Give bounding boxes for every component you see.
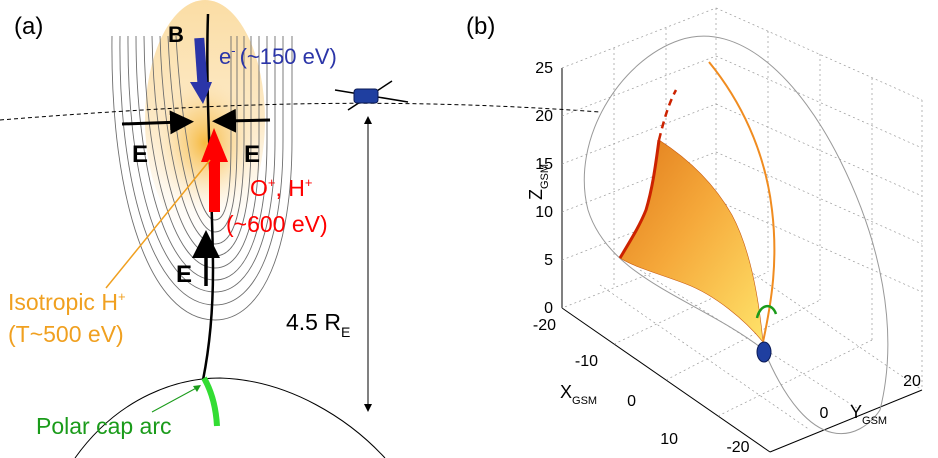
panel-b: (b) [466, 7, 923, 456]
y-tick: 20 [903, 373, 921, 390]
y-axis-label: YGSM [850, 402, 887, 427]
e-field-label-left: E [132, 141, 148, 168]
traced-field-line [708, 61, 776, 343]
surface-edge-dashed [657, 89, 678, 141]
electron-beam-arrow [190, 37, 212, 104]
z-tick: 10 [535, 204, 553, 221]
y-axis-ticks: -20 0 20 [726, 373, 921, 456]
z-tick: 20 [535, 108, 553, 125]
z-tick: 5 [544, 252, 553, 269]
panel-b-label: (b) [466, 13, 495, 40]
grid-lines [561, 7, 923, 431]
isotropic-temp-label: (T~500 eV) [8, 321, 124, 347]
ion-beam-arrow [201, 128, 228, 212]
earth-surface-arc [74, 377, 386, 458]
earth-icon [756, 341, 772, 363]
footprint-arc [755, 305, 778, 319]
x-tick: 0 [627, 393, 636, 410]
e-field-arrow-right [212, 108, 271, 133]
z-tick: 25 [535, 60, 553, 77]
panel-a: (a) [0, 0, 601, 458]
isotropic-pointer-line [105, 159, 211, 289]
y-tick: 0 [820, 405, 829, 422]
e-field-arrow-left [121, 110, 194, 135]
ion-species-label: O+, H+ [250, 175, 312, 201]
x-axis-ticks: -20 -10 0 10 [533, 317, 678, 448]
x-axis-label: XGSM [560, 382, 597, 407]
surface-edge-red [618, 139, 661, 259]
z-axis-label: ZGSM [526, 164, 551, 200]
polar-cap-pointer-line [151, 385, 201, 413]
y-tick: -20 [726, 439, 749, 456]
satellite-icon [334, 80, 409, 111]
isotropic-label: Isotropic H+ [8, 289, 126, 315]
electron-label: e- (~150 eV) [219, 43, 337, 69]
b-field-label: B [168, 22, 184, 47]
dipole-field-outline [583, 35, 889, 435]
e-field-label-right: E [244, 141, 260, 168]
x-tick: -10 [575, 353, 598, 370]
distance-label: 4.5 RE [286, 309, 350, 340]
z-tick: 0 [544, 300, 553, 317]
x-tick: -20 [533, 317, 556, 334]
distance-dimension [364, 116, 372, 412]
panel-a-label: (a) [14, 13, 43, 40]
polar-cap-pointer-head [193, 385, 201, 392]
polar-cap-arc-marker [201, 376, 220, 427]
z-axis-ticks: 25 20 15 10 5 0 [535, 60, 553, 317]
e-field-label-lower: E [176, 261, 192, 288]
field-line-surface [619, 139, 764, 343]
satellite-altitude-line [0, 102, 601, 121]
x-tick: 10 [660, 431, 678, 448]
ion-energy-label: (~600 eV) [226, 211, 328, 237]
polar-cap-label: Polar cap arc [36, 413, 172, 439]
z-tick: 15 [535, 156, 553, 173]
